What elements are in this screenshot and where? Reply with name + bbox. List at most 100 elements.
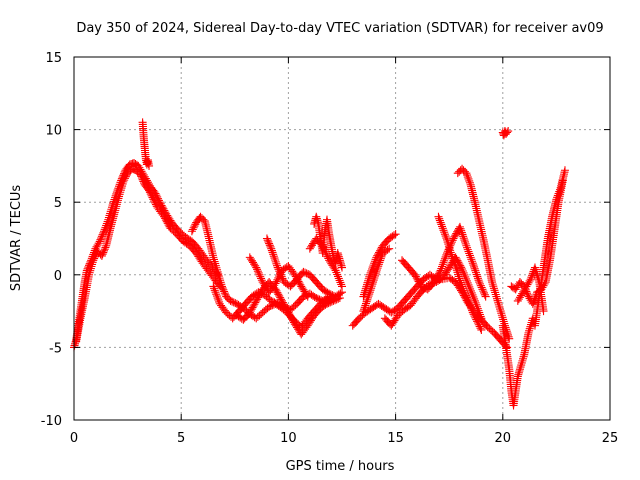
data-point-marker <box>451 231 460 240</box>
data-point-marker <box>452 264 461 273</box>
data-point-marker <box>456 278 465 287</box>
data-point-marker <box>99 248 108 257</box>
data-point-marker <box>480 290 489 299</box>
data-point-marker <box>517 358 526 367</box>
data-point-marker <box>163 219 172 228</box>
data-point-marker <box>526 320 535 329</box>
data-point-marker <box>370 257 379 266</box>
data-point-marker <box>115 190 124 199</box>
data-point-marker <box>553 191 562 200</box>
data-point-marker <box>466 302 475 311</box>
data-point-marker <box>529 297 538 306</box>
data-point-marker <box>458 282 467 291</box>
data-point-marker <box>337 280 346 289</box>
data-point-marker <box>274 265 283 274</box>
data-point-marker <box>437 220 446 229</box>
data-point-marker <box>217 280 226 289</box>
data-point-marker <box>256 288 265 297</box>
data-point-marker <box>436 218 445 227</box>
data-point-marker <box>463 243 472 252</box>
data-point-marker <box>457 280 466 289</box>
data-point-marker <box>366 286 375 295</box>
data-point-marker <box>257 276 266 285</box>
data-point-marker <box>500 319 509 328</box>
data-point-marker <box>473 317 482 326</box>
data-point-marker <box>265 239 274 248</box>
data-point-marker <box>253 295 262 304</box>
data-point-marker <box>374 262 383 271</box>
data-point-marker <box>366 268 375 277</box>
data-point-marker <box>552 195 561 204</box>
data-point-marker <box>494 300 503 309</box>
data-point-marker <box>211 259 220 268</box>
data-point-marker <box>458 230 467 239</box>
data-point-marker <box>210 286 219 295</box>
series-s16 <box>453 164 514 343</box>
data-point-marker <box>254 293 263 302</box>
data-point-marker <box>475 278 484 287</box>
data-point-marker <box>250 300 259 309</box>
data-point-marker <box>137 174 146 182</box>
data-point-marker <box>471 266 480 275</box>
data-point-marker <box>212 292 221 301</box>
data-point-marker <box>267 244 276 253</box>
data-point-marker <box>145 186 154 195</box>
data-point-marker <box>468 259 477 268</box>
data-point-marker <box>97 251 106 260</box>
data-point-marker <box>440 228 449 237</box>
series-s20 <box>513 263 548 316</box>
data-point-marker <box>147 191 156 200</box>
y-tick-label: 5 <box>54 196 62 211</box>
data-point-marker <box>458 284 467 293</box>
data-point-marker <box>454 272 463 281</box>
data-point-marker <box>468 308 477 317</box>
data-point-marker <box>253 265 262 274</box>
data-point-marker <box>415 279 424 288</box>
data-point-marker <box>516 363 525 372</box>
data-point-marker <box>365 290 374 299</box>
data-point-marker <box>465 300 474 309</box>
series-s14 <box>380 253 486 330</box>
data-point-marker <box>146 190 155 199</box>
data-point-marker <box>273 288 282 297</box>
data-point-marker <box>479 287 488 296</box>
data-point-marker <box>463 245 472 254</box>
data-point-marker <box>449 256 458 265</box>
data-point-marker <box>199 215 208 224</box>
data-point-marker <box>138 175 147 184</box>
data-point-marker <box>278 274 287 283</box>
data-point-marker <box>212 290 221 299</box>
data-point-marker <box>115 192 124 201</box>
data-point-marker <box>455 274 464 283</box>
data-point-marker <box>374 260 383 269</box>
data-point-marker <box>367 284 376 293</box>
data-point-marker <box>367 282 376 291</box>
data-point-marker <box>363 293 372 302</box>
data-point-marker <box>100 225 109 234</box>
y-tick-label: 10 <box>45 124 62 139</box>
data-point-marker <box>322 250 331 259</box>
x-axis-label: GPS time / hours <box>286 459 395 474</box>
data-point-marker <box>457 228 466 237</box>
data-point-marker <box>470 262 479 271</box>
data-point-marker <box>119 177 128 186</box>
data-point-marker <box>524 328 533 337</box>
data-point-marker <box>271 279 280 288</box>
data-point-marker <box>160 212 169 221</box>
data-point-marker <box>458 264 467 273</box>
data-point-marker <box>151 200 160 209</box>
data-point-marker <box>86 266 95 275</box>
data-point-marker <box>98 250 107 259</box>
data-point-marker <box>145 161 154 170</box>
data-point-marker <box>359 307 368 316</box>
data-point-marker <box>99 228 108 237</box>
data-point-marker <box>462 274 471 283</box>
data-point-marker <box>459 232 468 241</box>
data-points <box>70 118 569 410</box>
data-point-marker <box>368 280 377 289</box>
data-point-marker <box>255 290 264 299</box>
data-point-marker <box>444 242 453 251</box>
data-point-marker <box>273 263 282 272</box>
data-point-marker <box>269 250 278 259</box>
data-point-marker <box>438 262 447 271</box>
